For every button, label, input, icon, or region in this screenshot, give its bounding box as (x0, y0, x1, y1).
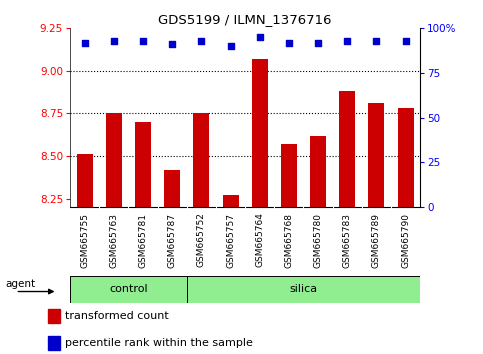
Text: GSM665789: GSM665789 (372, 213, 381, 268)
Bar (369, 103, 384, 207)
Text: GSM665787: GSM665787 (168, 213, 177, 268)
Point (168, 41, 176, 47)
Text: GSM665764: GSM665764 (255, 213, 264, 268)
Bar (77, 154, 93, 207)
Point (81, 40, 88, 45)
Text: GSM665768: GSM665768 (284, 213, 293, 268)
Bar (223, 195, 239, 207)
Point (343, 38, 351, 44)
Text: silica: silica (289, 284, 317, 295)
Bar (398, 108, 413, 207)
Text: control: control (109, 284, 148, 295)
Bar (187, 276, 420, 303)
Text: GSM665757: GSM665757 (226, 213, 235, 268)
Title: GDS5199 / ILMN_1376716: GDS5199 / ILMN_1376716 (158, 13, 332, 26)
Bar (106, 113, 122, 207)
Text: GSM665763: GSM665763 (109, 213, 118, 268)
Bar (281, 144, 297, 207)
Bar (48, 336, 60, 350)
Text: GSM665790: GSM665790 (401, 213, 410, 268)
Point (227, 44, 234, 49)
Bar (252, 59, 268, 207)
Text: transformed count: transformed count (65, 311, 169, 321)
Point (402, 38, 410, 44)
Bar (48, 309, 60, 323)
Bar (193, 113, 209, 207)
Point (314, 40, 322, 45)
Point (285, 40, 293, 45)
Text: GSM665783: GSM665783 (343, 213, 352, 268)
Text: GSM665781: GSM665781 (139, 213, 147, 268)
Bar (310, 136, 326, 207)
Point (372, 38, 380, 44)
Text: percentile rank within the sample: percentile rank within the sample (65, 338, 253, 348)
Bar (164, 170, 180, 207)
Point (256, 34, 264, 40)
Point (110, 38, 118, 44)
Text: GSM665755: GSM665755 (80, 213, 89, 268)
Bar (339, 91, 355, 207)
Text: GSM665752: GSM665752 (197, 213, 206, 268)
Point (198, 38, 205, 44)
Text: agent: agent (6, 279, 36, 289)
Bar (135, 122, 151, 207)
Point (139, 38, 147, 44)
Text: GSM665780: GSM665780 (313, 213, 323, 268)
Bar (70, 276, 187, 303)
